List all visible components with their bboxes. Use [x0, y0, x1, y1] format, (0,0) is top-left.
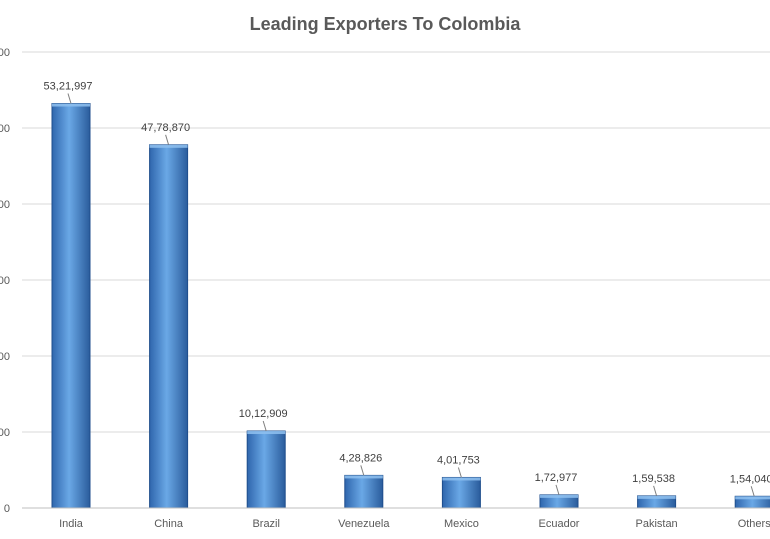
data-label-leader	[360, 465, 365, 476]
chart-title: Leading Exporters To Colombia	[250, 14, 522, 34]
y-tick-label: 00	[0, 47, 10, 59]
data-label-leader	[750, 486, 755, 497]
data-label-leader	[653, 485, 658, 497]
y-tick-label: 00	[0, 123, 10, 135]
y-tick-label: 00	[0, 275, 10, 287]
y-tick-label: 00	[0, 427, 10, 439]
data-label: 1,54,040	[730, 473, 770, 485]
bar	[149, 144, 189, 509]
data-label-leader	[555, 484, 560, 495]
data-label: 10,12,909	[239, 408, 288, 420]
bar-cap	[540, 494, 578, 498]
bar	[344, 474, 384, 509]
bar	[246, 430, 286, 509]
bar-cap	[442, 477, 481, 481]
x-tick-label: Mexico	[444, 518, 479, 530]
x-tick-label: Others	[738, 518, 770, 530]
data-label-leader	[262, 420, 267, 432]
y-tick-label: 00	[0, 199, 10, 211]
bar-cap	[247, 431, 286, 435]
x-tick-label: Pakistan	[635, 518, 677, 530]
data-labels: 53,21,997 47,78,870 10,12,909 4,28,826 4,01,…	[44, 81, 770, 497]
gridlines	[22, 51, 770, 433]
bar-cap	[149, 144, 188, 148]
data-label: 53,21,997	[44, 81, 93, 93]
x-tick-label: Ecuador	[539, 518, 580, 530]
bar-cap	[637, 495, 676, 499]
y-tick-label: 00	[0, 351, 10, 363]
x-axis-ticks: India China Brazil Venezuela Mexico Ecuador Pa…	[59, 518, 770, 530]
bar-cap	[735, 496, 770, 500]
bar-cap	[344, 475, 383, 479]
bar	[441, 476, 481, 509]
bar	[51, 103, 91, 509]
data-label-leader	[457, 467, 462, 478]
x-tick-label: Venezuela	[338, 518, 390, 530]
data-label: 1,72,977	[535, 472, 578, 484]
data-label: 4,28,826	[339, 452, 382, 464]
data-label: 4,01,753	[437, 454, 480, 466]
data-label-leader	[67, 93, 72, 104]
y-tick-label: 0	[4, 503, 10, 515]
bars	[51, 103, 770, 509]
bar-cap	[52, 103, 90, 107]
x-tick-label: India	[59, 518, 84, 530]
x-tick-label: Brazil	[252, 518, 280, 530]
data-label: 47,78,870	[141, 122, 190, 134]
x-tick-label: China	[154, 518, 184, 530]
data-label-leader	[165, 134, 170, 145]
data-label: 1,59,538	[632, 473, 675, 485]
